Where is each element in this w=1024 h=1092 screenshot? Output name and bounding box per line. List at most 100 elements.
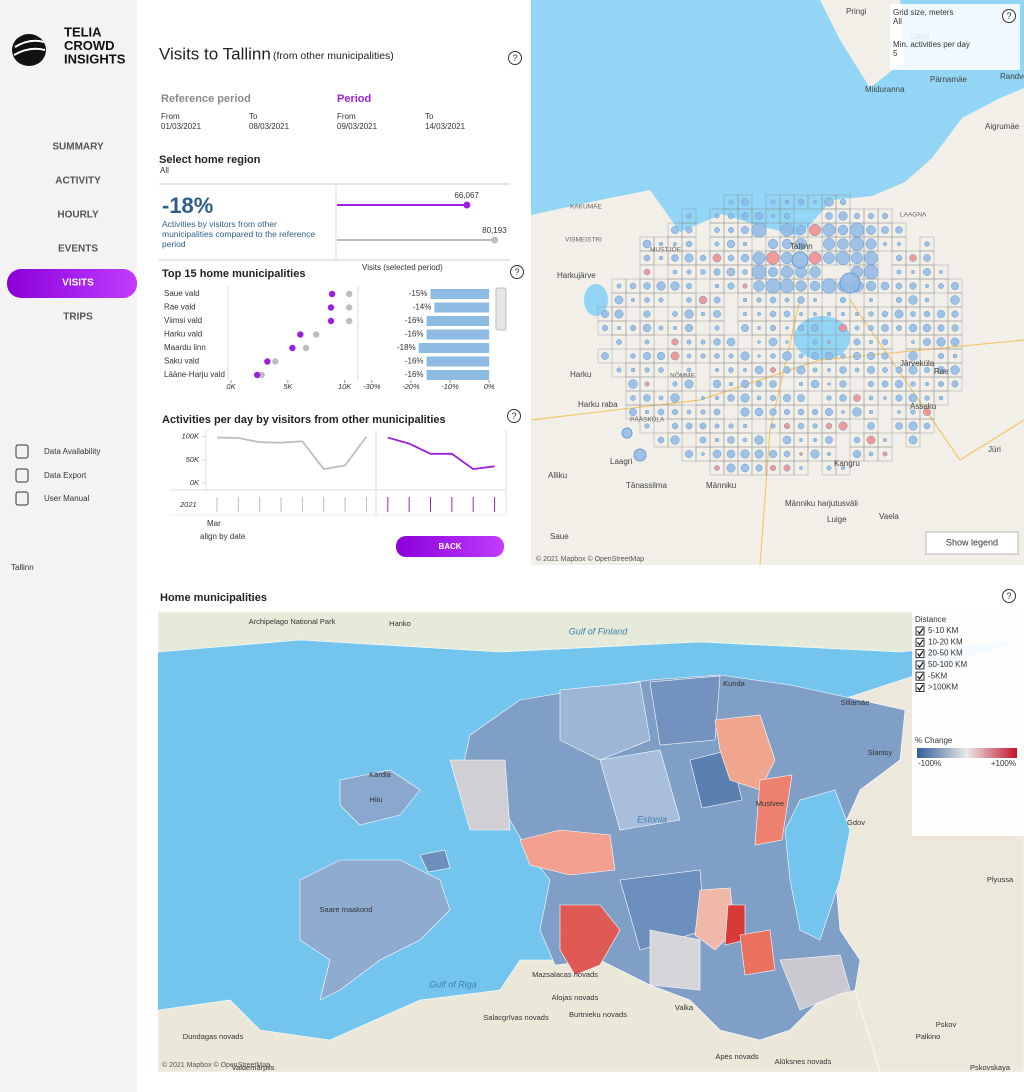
nav-item[interactable]: EVENTS: [58, 244, 98, 255]
activity-circle: [840, 311, 846, 317]
change-bar: [426, 370, 490, 380]
sidebar-link[interactable]: User Manual: [44, 494, 90, 503]
activity-circle: [783, 310, 791, 318]
activity-circle: [881, 226, 889, 234]
activity-circle: [895, 254, 903, 262]
activity-circle: [616, 339, 622, 345]
dot: [253, 371, 261, 379]
scale-label: +100%: [991, 759, 1016, 768]
nav-item[interactable]: SUMMARY: [52, 142, 104, 153]
control-value[interactable]: All: [893, 17, 902, 26]
from-date[interactable]: 09/03/2021: [337, 122, 378, 131]
activity-circle: [866, 435, 876, 445]
home-map[interactable]: Archipelago National Park Hanko Gulf of Fi…: [158, 612, 1024, 1072]
x-tick-label: 10K: [338, 382, 352, 391]
nav-item[interactable]: TRIPS: [63, 312, 93, 323]
sidebar-link[interactable]: Data Export: [44, 471, 87, 480]
activity-circle: [616, 367, 622, 373]
legend-item[interactable]: >100KM: [928, 683, 958, 692]
activity-circle: [808, 251, 822, 265]
activity-circle: [797, 394, 805, 402]
checkbox[interactable]: [915, 637, 925, 647]
activity-circle: [713, 338, 721, 346]
legend-item[interactable]: 20-50 KM: [928, 649, 963, 658]
activity-circle: [854, 367, 860, 373]
activity-circle: [924, 241, 930, 247]
scrollbar[interactable]: [495, 287, 507, 331]
activity-circle: [765, 278, 781, 294]
place-label: Miiduranna: [865, 85, 905, 94]
activity-circle: [658, 255, 664, 261]
nav-item[interactable]: HOURLY: [57, 210, 99, 221]
nav-item[interactable]: ACTIVITY: [55, 176, 101, 187]
activity-circle: [881, 352, 889, 360]
activity-circle: [950, 281, 960, 291]
place-label: Gulf of Riga: [429, 979, 477, 989]
activity-circle: [714, 213, 720, 219]
place-label: VISMEISTRI: [565, 237, 602, 244]
activity-circle: [742, 311, 748, 317]
attribution: © 2021 Mapbox © OpenStreetMap: [536, 555, 644, 563]
activity-circle: [812, 367, 818, 373]
align-note[interactable]: align by date: [200, 532, 246, 541]
sidebar-link[interactable]: Data Availability: [44, 447, 100, 456]
from-label: From: [161, 112, 180, 121]
checkbox[interactable]: [915, 683, 925, 692]
back-button[interactable]: [396, 536, 504, 557]
checkbox[interactable]: [915, 671, 925, 681]
activity-circle: [868, 409, 874, 415]
checkbox[interactable]: [915, 626, 925, 636]
activity-circle: [923, 338, 931, 346]
activity-circle: [630, 353, 636, 359]
checkbox[interactable]: [915, 649, 925, 659]
place-label: Dundagas novads: [183, 1032, 244, 1041]
back-button-label[interactable]: BACK: [438, 542, 461, 551]
activity-circle: [728, 381, 734, 387]
activity-circle: [672, 325, 678, 331]
help-icon[interactable]: [508, 51, 522, 65]
activity-circle: [769, 380, 777, 388]
help-icon[interactable]: [1002, 589, 1016, 603]
activity-circle: [881, 212, 889, 220]
activity-circle: [686, 283, 692, 289]
activity-circle: [743, 368, 747, 372]
legend-item[interactable]: 5-10 KM: [928, 626, 959, 635]
help-icon[interactable]: [510, 265, 524, 279]
activity-circle: [658, 395, 664, 401]
activity-circle: [824, 197, 834, 207]
legend-item[interactable]: -5KM: [928, 671, 947, 680]
legend-button[interactable]: [925, 531, 1019, 555]
activity-circle: [700, 353, 706, 359]
activity-circle: [726, 267, 736, 277]
activity-circle: [601, 324, 609, 332]
activity-circle: [700, 269, 706, 275]
help-icon[interactable]: [1002, 9, 1016, 23]
municipality-list: Saue vald -15% Rae vald -14% Viimsi vald -16%…: [164, 289, 490, 380]
from-date[interactable]: 01/03/2021: [161, 122, 202, 131]
grid-map[interactable]: PringiLubjaPärnamäeRandvereMiidurannaAig…: [531, 0, 1024, 565]
activity-circle: [685, 226, 693, 234]
to-date[interactable]: 14/03/2021: [425, 122, 466, 131]
legend-item[interactable]: 50-100 KM: [928, 660, 967, 669]
activity-circle: [924, 395, 930, 401]
activity-circle: [713, 296, 721, 304]
kpi-value: -18%: [162, 193, 213, 218]
section-title: Top 15 home municipalities: [162, 268, 305, 280]
period-label: Period: [337, 93, 371, 105]
region-value[interactable]: All: [160, 166, 169, 175]
activity-circle: [616, 325, 622, 331]
activity-circle: [768, 337, 778, 347]
to-date[interactable]: 08/03/2021: [249, 122, 290, 131]
legend-item[interactable]: 10-20 KM: [928, 637, 963, 646]
help-icon[interactable]: [507, 409, 521, 423]
activity-circle: [783, 450, 791, 458]
nav-item[interactable]: VISITS: [62, 278, 94, 289]
control-value[interactable]: 5: [893, 49, 898, 58]
place-label: Gulf of Finland: [569, 626, 629, 636]
checkbox[interactable]: [915, 660, 925, 670]
activity-circle: [741, 212, 749, 220]
grid-cell: [681, 376, 697, 392]
place-label: Pskovskaya: [970, 1063, 1011, 1072]
activity-circle: [686, 367, 692, 373]
legend-button-label[interactable]: Show legend: [946, 537, 998, 547]
